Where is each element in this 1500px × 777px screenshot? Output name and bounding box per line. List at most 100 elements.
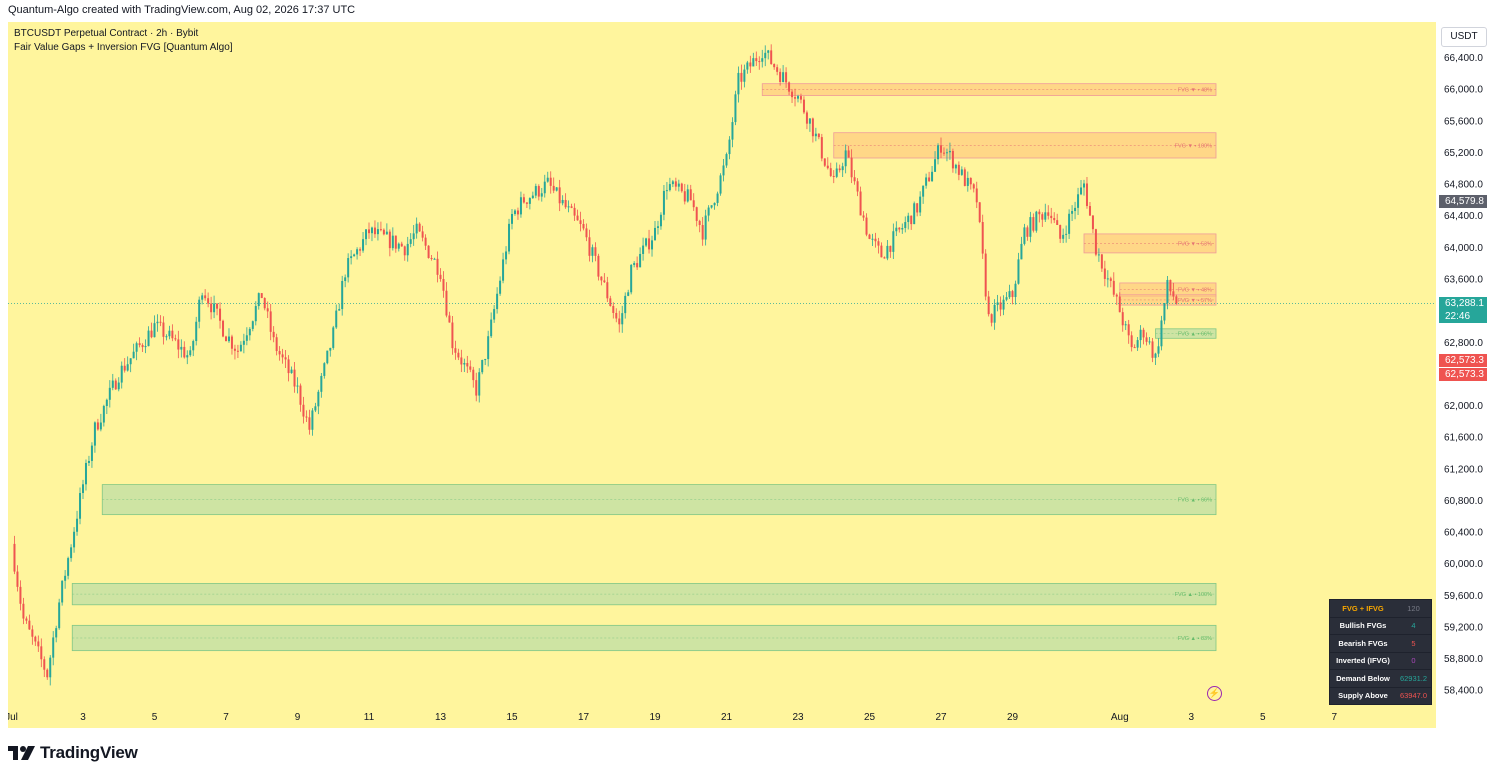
candle-body <box>1154 353 1157 358</box>
candle-body <box>362 239 365 251</box>
candle-body <box>999 302 1002 310</box>
candle-body <box>1133 347 1136 349</box>
time-axis-labels: Jul 3 5 7 9 11 13 15 17 19 21 23 25 27 29 Aug 3 5 7 <box>8 712 1337 723</box>
candle-body <box>996 302 999 305</box>
candle-body <box>144 346 147 348</box>
red-price-badge-1: 62,573.3 <box>1439 354 1487 367</box>
candle-body <box>141 345 144 348</box>
brand-name: TradingView <box>40 743 138 762</box>
candle-body <box>561 199 564 204</box>
candle-body <box>957 164 960 175</box>
candle-body <box>537 186 540 197</box>
candle-body <box>82 484 84 494</box>
fvg-stats-table: FVG + IFVG 120 Bullish FVGs 4 Bearish FV… <box>1329 599 1432 705</box>
candle-body <box>841 166 844 171</box>
candle-body <box>925 177 928 186</box>
stats-value: 5 <box>1411 638 1416 648</box>
candle-body <box>1109 278 1112 281</box>
candle-body <box>633 263 636 265</box>
candle-body <box>1080 187 1083 195</box>
candle-body <box>540 193 543 197</box>
fvg-zone-label: FVG ▼ • 100% <box>1175 143 1212 149</box>
candle-body <box>716 193 719 203</box>
candle-body <box>427 245 430 258</box>
time-tick-label: Jul <box>8 712 18 723</box>
candle-body <box>1124 324 1127 326</box>
price-tick-label: 59,600.0 <box>1444 591 1483 602</box>
chart-pane[interactable]: FVG ▼ • 48% FVG ▼ • 100% FVG ▼ • 53% FVG ▼ … <box>8 22 1436 706</box>
candle-body <box>689 189 692 201</box>
candle-body <box>126 364 129 371</box>
candle-body <box>582 224 585 229</box>
candle-body <box>1023 227 1026 244</box>
fvg-zone-label: FVG ▲ • 83% <box>1178 636 1212 642</box>
candle-body <box>373 227 376 235</box>
candle-body <box>207 298 210 304</box>
candle-body <box>1127 324 1130 336</box>
candle-body <box>874 238 877 242</box>
candle-body <box>862 215 865 218</box>
candle-body <box>403 246 406 256</box>
candle-body <box>567 206 570 208</box>
candle-body <box>752 58 755 67</box>
chart-legend: BTCUSDT Perpetual Contract · 2h · Bybit … <box>14 27 233 55</box>
candle-body <box>269 311 272 332</box>
candle-body <box>1106 278 1109 280</box>
bar-countdown: 22:46 <box>1445 311 1471 322</box>
candle-body <box>588 237 591 256</box>
candle-body <box>385 231 388 235</box>
candle-body <box>820 137 823 159</box>
lightning-icon[interactable]: ⚡ <box>1207 686 1222 701</box>
symbol-title[interactable]: BTCUSDT Perpetual Contract · 2h · Bybit <box>14 28 199 39</box>
candle-body <box>52 637 55 658</box>
candle-body <box>922 185 925 197</box>
candle-body <box>201 295 204 300</box>
candle-body <box>64 575 67 581</box>
candle-body <box>34 636 37 642</box>
candle-body <box>159 321 162 323</box>
candle-body <box>409 239 412 244</box>
candle-body <box>764 52 767 59</box>
candle-body <box>585 228 588 238</box>
price-tick-label: 58,400.0 <box>1444 686 1483 697</box>
candle-body <box>329 347 332 351</box>
candle-body <box>248 328 251 336</box>
candle-body <box>984 253 987 297</box>
candle-body <box>382 229 385 235</box>
currency-unit-button[interactable]: USDT <box>1441 27 1487 47</box>
candle-body <box>400 243 403 247</box>
candle-body <box>805 112 808 124</box>
candle-body <box>612 306 615 313</box>
indicator-title[interactable]: Fair Value Gaps + Inversion FVG [Quantum… <box>14 42 233 53</box>
candle-body <box>308 417 311 430</box>
candle-body <box>505 251 508 260</box>
candle-body <box>808 118 811 124</box>
candle-body <box>508 223 511 252</box>
candle-body <box>37 641 40 647</box>
time-axis[interactable]: Jul 3 5 7 9 11 13 15 17 19 21 23 25 27 29 Aug 3 5 7 <box>8 706 1436 728</box>
fvg-zone <box>833 132 1217 159</box>
price-tick-label: 65,200.0 <box>1444 148 1483 159</box>
candle-body <box>415 223 418 234</box>
candle-body <box>531 195 534 199</box>
candle-body <box>311 410 314 430</box>
candle-body <box>111 380 114 388</box>
candle-body <box>761 58 764 62</box>
candlestick-chart[interactable]: FVG ▼ • 48% FVG ▼ • 100% FVG ▼ • 53% FVG ▼ … <box>8 22 1436 706</box>
candle-body <box>290 369 293 374</box>
candle-body <box>180 346 183 350</box>
candle-body <box>576 215 579 221</box>
candle-body <box>662 190 665 215</box>
stats-row-bullish: Bullish FVGs 4 <box>1330 616 1431 635</box>
candle-body <box>28 620 31 630</box>
candle-body <box>1026 227 1029 237</box>
candle-body <box>645 238 648 246</box>
candle-body <box>892 231 895 252</box>
candle-body <box>16 571 19 587</box>
tradingview-logo[interactable]: TradingView <box>8 741 138 765</box>
candle-body <box>174 338 177 340</box>
candle-body <box>546 177 549 182</box>
candle-body <box>165 336 168 338</box>
candle-body <box>132 351 135 359</box>
candle-body <box>832 175 835 177</box>
